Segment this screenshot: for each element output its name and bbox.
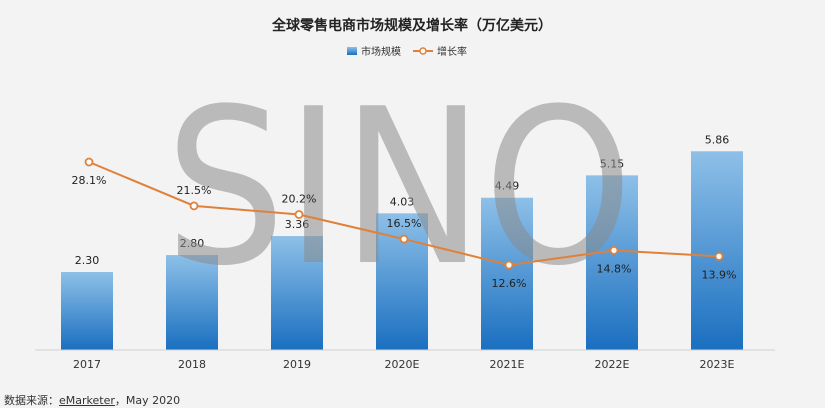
watermark: SINO (165, 62, 633, 313)
growth-rate-point (189, 201, 199, 211)
source-prefix: 数据来源： (4, 394, 59, 407)
growth-rate-label: 14.8% (597, 262, 632, 275)
bar (61, 272, 113, 350)
growth-rate-point (399, 234, 409, 244)
growth-rate-series (84, 157, 724, 270)
x-tick-label: 2017 (73, 358, 101, 371)
growth-rate-point (84, 157, 94, 167)
bar (271, 236, 323, 350)
bar (691, 151, 743, 350)
bar-value-labels: 2.30 2.80 3.36 4.03 4.49 5.15 5.86 (75, 133, 730, 267)
x-tick-label: 2022E (595, 358, 630, 371)
legend-bar-label: 市场规模 (361, 45, 401, 58)
growth-rate-label: 20.2% (282, 192, 317, 205)
bar-value-label: 2.80 (180, 237, 205, 250)
x-axis-tick-labels: 2017 2018 2019 2020E 2021E 2022E 2023E (73, 358, 735, 371)
x-tick-label: 2019 (283, 358, 311, 371)
bar (166, 255, 218, 350)
x-tick-label: 2021E (490, 358, 525, 371)
legend-line-marker (419, 47, 427, 55)
growth-rate-label: 13.9% (702, 268, 737, 281)
growth-rate-point (504, 260, 514, 270)
x-tick-label: 2018 (178, 358, 206, 371)
growth-rate-labels: 28.1% 21.5% 20.2% 16.5% 12.6% 14.8% 13.9% (72, 174, 737, 290)
bar-value-label: 5.15 (600, 157, 625, 170)
source-note: 数据来源：eMarketer，May 2020 (4, 392, 180, 408)
growth-rate-point (609, 245, 619, 255)
source-name: eMarketer (59, 394, 115, 407)
bar-value-label: 3.36 (285, 218, 310, 231)
bar-value-label: 4.49 (495, 180, 520, 193)
legend-line-label: 增长率 (437, 45, 467, 58)
source-suffix: ，May 2020 (114, 394, 181, 407)
growth-rate-point (714, 251, 724, 261)
bar-value-label: 4.03 (390, 195, 415, 208)
x-tick-label: 2020E (385, 358, 420, 371)
legend: 市场规模 增长率 (347, 45, 467, 58)
x-tick-label: 2023E (700, 358, 735, 371)
bar-value-label: 2.30 (75, 254, 100, 267)
chart-title: 全球零售电商市场规模及增长率（万亿美元） (271, 17, 552, 34)
growth-rate-point (294, 210, 304, 219)
growth-rate-label: 21.5% (177, 184, 212, 197)
bar (481, 197, 533, 350)
bar-value-label: 5.86 (705, 133, 730, 146)
growth-rate-label: 28.1% (72, 174, 107, 187)
bar (586, 175, 638, 350)
growth-rate-label: 16.5% (387, 217, 422, 230)
legend-bar-swatch (347, 47, 357, 55)
growth-rate-label: 12.6% (492, 277, 527, 290)
